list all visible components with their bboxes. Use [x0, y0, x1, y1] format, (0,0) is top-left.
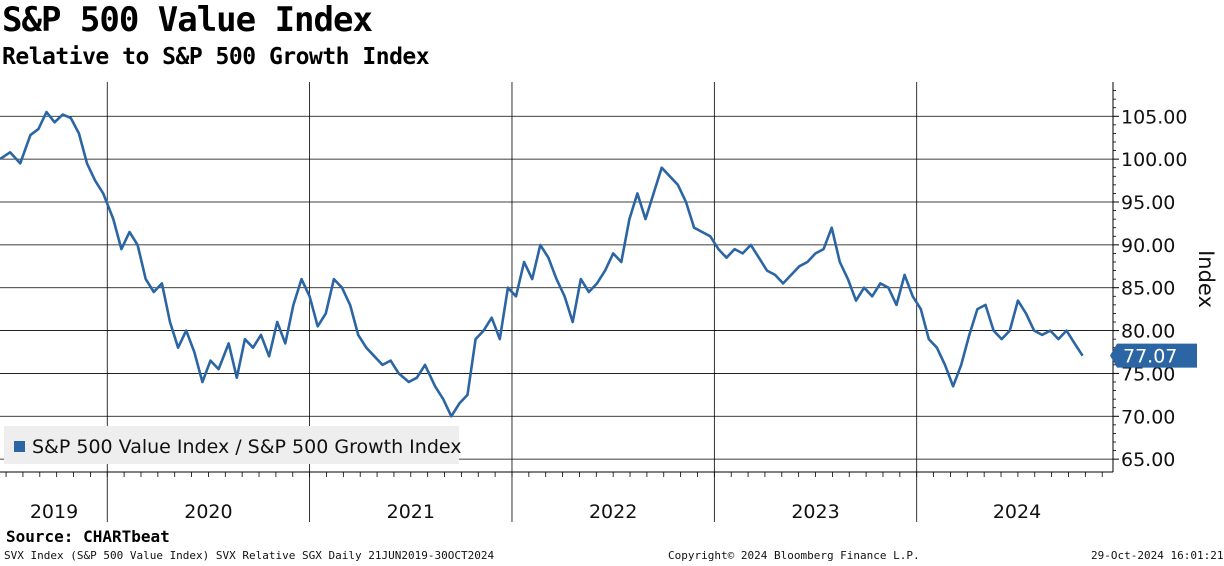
x-year-label: 2023 — [791, 501, 839, 523]
y-tick-label: 80.00 — [1121, 321, 1175, 343]
chart-title: S&P 500 Value Index — [2, 0, 373, 40]
x-year-label: 2020 — [184, 501, 232, 523]
grid-layer — [0, 115, 1113, 460]
legend-swatch — [14, 441, 25, 452]
y-tick-label: 65.00 — [1121, 449, 1175, 471]
y-tick-label: 95.00 — [1121, 192, 1175, 214]
legend-label: S&P 500 Value Index / S&P 500 Growth Ind… — [32, 436, 462, 458]
last-value-marker — [1110, 343, 1197, 368]
x-year-label: 2022 — [589, 501, 637, 523]
x-year-label: 2021 — [387, 501, 435, 523]
footer-copyright: Copyright© 2024 Bloomberg Finance L.P. — [668, 549, 920, 562]
footer-left: SVX Index (S&P 500 Value Index) SVX Rela… — [4, 549, 495, 562]
y-tick-label: 85.00 — [1121, 278, 1175, 300]
chart-subtitle: Relative to S&P 500 Growth Index — [2, 44, 430, 70]
y-tick-label: 70.00 — [1121, 406, 1175, 428]
y-axis: 65.00 70.00 75.00 80.00 85.00 90.00 95.00 100.0… — [1110, 82, 1218, 472]
y-tick-label: 100.00 — [1121, 149, 1187, 171]
series-layer — [0, 110, 1084, 418]
footer-timestamp: 29-Oct-2024 16:01:21 — [1091, 549, 1224, 562]
series-line — [0, 110, 1084, 418]
x-year-label: 2024 — [993, 501, 1041, 523]
y-tick-label: 90.00 — [1121, 235, 1175, 257]
y-tick-label: 75.00 — [1121, 363, 1175, 385]
x-year-label: 2019 — [30, 501, 78, 523]
y-tick-label: 105.00 — [1121, 106, 1187, 128]
source-note: Source: CHARTbeat — [6, 527, 170, 546]
legend: S&P 500 Value Index / S&P 500 Growth Ind… — [4, 426, 462, 464]
y-axis-title: Index — [1194, 250, 1218, 308]
last-value-label: 77.07 — [1123, 346, 1177, 368]
x-axis: 2019 2020 2021 2022 2023 2024 — [0, 471, 1113, 523]
